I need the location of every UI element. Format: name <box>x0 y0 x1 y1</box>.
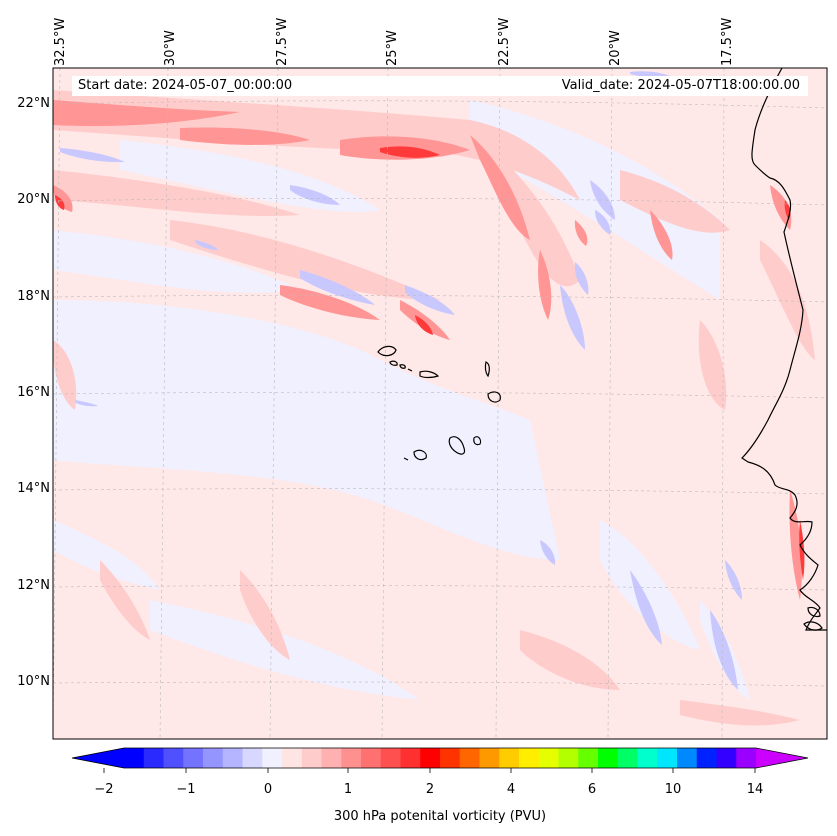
colorbar-cell <box>716 748 737 768</box>
start-date: Start date: 2024-05-07_00:00:00 <box>78 78 293 93</box>
lon-label: 32.5°W <box>53 17 68 66</box>
lon-label: 25°W <box>385 30 400 66</box>
colorbar-cell <box>321 748 342 768</box>
colorbar-cell <box>637 748 658 768</box>
colorbar-tick-label: 2 <box>425 782 435 797</box>
colorbar-cell <box>598 748 619 768</box>
colorbar-cell <box>400 748 421 768</box>
colorbar <box>71 747 809 773</box>
colorbar-cell <box>519 748 540 768</box>
colorbar-tick-label: 10 <box>664 782 682 797</box>
lon-label: 27.5°W <box>275 17 290 66</box>
colorbar-cell <box>380 748 401 768</box>
lat-label: 10°N <box>17 674 50 689</box>
colorbar-cell <box>282 748 303 768</box>
lat-label: 16°N <box>17 385 50 400</box>
lon-label: 20°W <box>608 30 623 66</box>
lat-label: 12°N <box>17 578 50 593</box>
colorbar-cell <box>538 748 559 768</box>
colorbar-cell <box>657 748 678 768</box>
colorbar-label: 300 hPa potenital vorticity (PVU) <box>333 809 547 824</box>
colorbar-cell <box>420 748 441 768</box>
colorbar-tick-label: 6 <box>587 782 597 797</box>
colorbar-cell <box>301 748 322 768</box>
colorbar-tick-label: −1 <box>176 782 196 797</box>
colorbar-cell <box>341 748 362 768</box>
colorbar-cell <box>124 748 145 768</box>
colorbar-cell <box>262 748 283 768</box>
colorbar-cell <box>736 748 757 768</box>
colorbar-tick-label: 4 <box>506 782 516 797</box>
colorbar-cell <box>203 748 224 768</box>
colorbar-cell <box>696 748 717 768</box>
colorbar-tick-label: 0 <box>263 782 273 797</box>
lat-label: 18°N <box>17 289 50 304</box>
colorbar-tick-label: 1 <box>343 782 353 797</box>
lat-label: 20°N <box>17 192 50 207</box>
colorbar-cell <box>617 748 638 768</box>
lat-label: 14°N <box>17 481 50 496</box>
colorbar-cell <box>242 748 263 768</box>
colorbar-cell <box>578 748 599 768</box>
colorbar-cell <box>499 748 520 768</box>
colorbar-cell <box>183 748 204 768</box>
colorbar-cell <box>163 748 184 768</box>
date-info-box: Start date: 2024-05-07_00:00:00 Valid_da… <box>72 76 808 96</box>
colorbar-tick-label: −2 <box>94 782 114 797</box>
coastline <box>377 68 827 631</box>
colorbar-cell <box>479 748 500 768</box>
colorbar-tick-label: 14 <box>746 782 764 797</box>
colorbar-cell <box>440 748 461 768</box>
lat-label: 22°N <box>17 96 50 111</box>
colorbar-cell <box>143 748 164 768</box>
colorbar-cell <box>222 748 243 768</box>
lon-label: 22.5°W <box>497 17 512 66</box>
colorbar-cell <box>558 748 579 768</box>
colorbar-extend-high <box>756 748 808 768</box>
potential-vorticity-field <box>53 68 827 739</box>
colorbar-extend-low <box>72 748 124 768</box>
map-frame <box>52 67 828 740</box>
colorbar-cell <box>677 748 698 768</box>
colorbar-cell <box>361 748 382 768</box>
lon-label: 17.5°W <box>720 17 735 66</box>
lon-label: 30°W <box>163 30 178 66</box>
valid-date: Valid_date: 2024-05-07T18:00:00.00 <box>561 78 800 93</box>
colorbar-cell <box>459 748 480 768</box>
